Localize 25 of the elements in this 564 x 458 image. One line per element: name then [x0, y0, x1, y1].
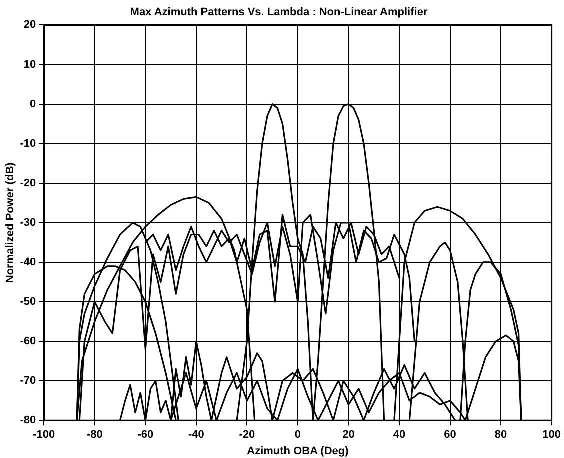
x-tick-label: 0 [294, 429, 302, 442]
x-tick-label: 80 [494, 429, 508, 442]
y-tick-label: 0 [30, 98, 36, 110]
x-tick-label: -60 [138, 429, 154, 442]
y-tick-label: 10 [24, 58, 36, 71]
y-tick-label: -60 [20, 336, 36, 348]
y-tick-label: -80 [20, 414, 36, 427]
x-axis-title: Azimuth OBA (Deg) [247, 445, 350, 458]
x-tick-label: 20 [342, 429, 355, 442]
y-tick-label: -50 [20, 296, 36, 308]
y-tick-label: -10 [20, 138, 36, 150]
chart-title: Max Azimuth Patterns Vs. Lambda : Non-Linear Amplifier [130, 6, 428, 19]
x-tick-label: 60 [444, 429, 456, 442]
x-tick-label: 40 [393, 429, 406, 442]
x-tick-label: -100 [33, 429, 56, 442]
y-tick-label: 20 [24, 19, 36, 32]
x-tick-label: -80 [86, 429, 103, 442]
y-axis-title: Normalized Power (dB) [4, 162, 17, 284]
x-tick-label: -40 [188, 429, 204, 442]
x-tick-label: -20 [239, 429, 256, 442]
y-tick-label: -70 [20, 375, 36, 388]
y-tick-label: -30 [20, 216, 36, 229]
y-tick-label: -20 [20, 177, 36, 190]
x-tick-label: 100 [542, 429, 562, 442]
y-tick-label: -40 [20, 256, 36, 268]
